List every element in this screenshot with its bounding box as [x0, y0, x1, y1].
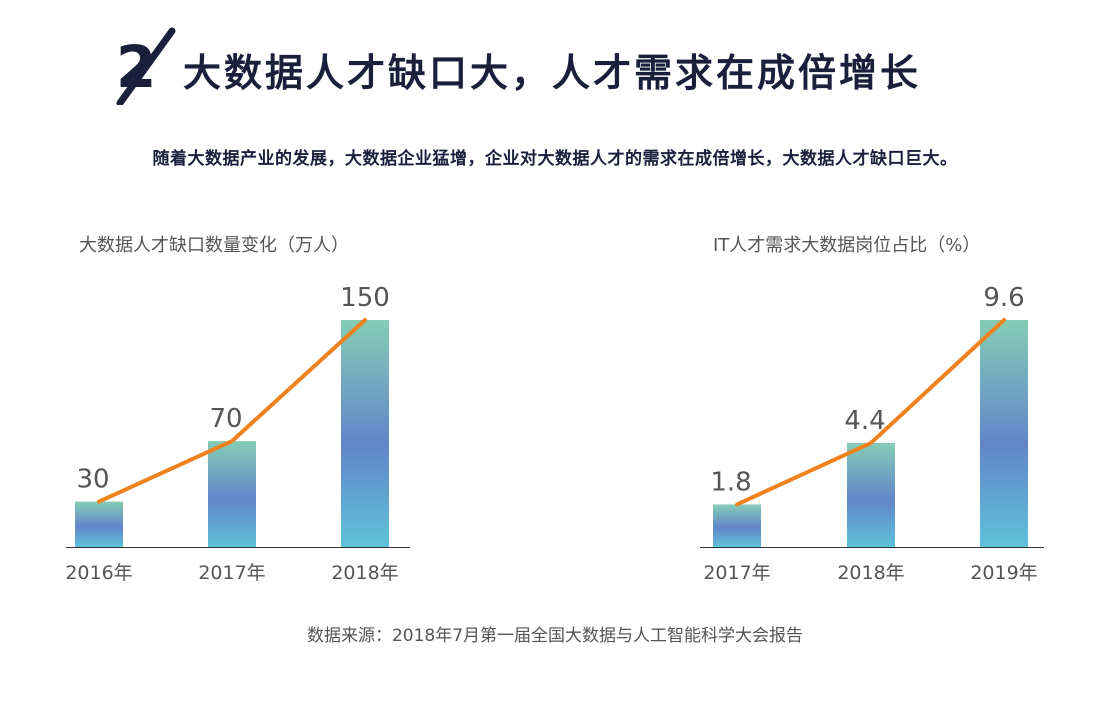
bar: [980, 320, 1028, 547]
bar: [847, 442, 895, 547]
bar: [341, 320, 389, 547]
x-tick-label: 2018年: [837, 562, 904, 584]
data-label: 9.6: [983, 283, 1024, 313]
x-tick-label: 2016年: [65, 562, 132, 584]
bar: [208, 441, 256, 547]
data-label: 4.4: [844, 406, 885, 436]
right-chart: 1.8 4.4 9.6 2017年 2018年 2019年: [700, 283, 1044, 584]
data-source-note: 数据来源：2018年7月第一届全国大数据与人工智能科学大会报告: [306, 626, 804, 646]
x-tick-label: 2019年: [970, 562, 1037, 584]
number-2-slash-icon: 2: [116, 27, 176, 105]
data-label: 150: [340, 283, 390, 313]
data-label: 1.8: [710, 467, 751, 497]
x-tick-label: 2017年: [703, 562, 770, 584]
header: 2 大数据人才缺口大，人才需求在成倍增长: [0, 0, 1110, 110]
left-chart-title: 大数据人才缺口数量变化（万人）: [79, 235, 349, 256]
bar: [713, 504, 761, 547]
page-subtitle: 随着大数据产业的发展，大数据企业猛增，企业对大数据人才的需求在成倍增长，大数据人…: [152, 149, 958, 169]
page-title: 大数据人才缺口大，人才需求在成倍增长: [183, 51, 922, 95]
trend-line: [97, 318, 367, 504]
left-chart: 30 70 150 2016年 2017年 2018年: [65, 283, 410, 584]
x-tick-label: 2017年: [198, 562, 265, 584]
bar: [75, 501, 123, 547]
data-label: 70: [209, 404, 242, 434]
data-label: 30: [76, 465, 109, 495]
x-tick-label: 2018年: [331, 562, 398, 584]
trend-line: [735, 318, 1006, 507]
right-chart-title: IT人才需求大数据岗位占比（%）: [713, 235, 981, 256]
